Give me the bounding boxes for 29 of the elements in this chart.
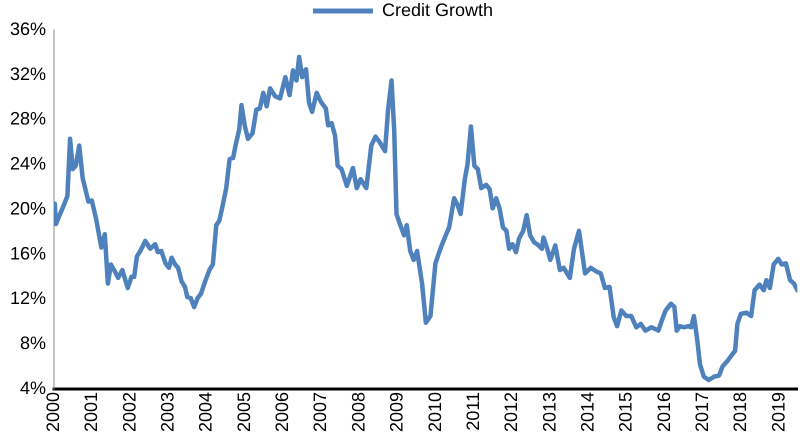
x-tick-label: 2004 [196,392,216,432]
y-tick-label: 36% [10,18,46,39]
x-tick-label: 2005 [234,392,254,432]
x-tick-label: 2012 [501,392,522,432]
legend-label: Credit Growth [382,0,494,20]
y-tick-label: 12% [10,288,46,308]
x-tick-label: 2006 [272,392,292,432]
y-tick-label: 4% [20,378,46,398]
y-tick-label: 8% [20,333,46,354]
x-tick-label: 2014 [577,392,598,432]
x-tick-label: 2007 [310,392,330,432]
x-tick-label: 2016 [654,392,674,432]
y-tick-label: 28% [10,108,46,129]
x-tick-label: 2019 [768,392,788,432]
x-tick-label: 2002 [119,392,140,432]
x-tick-label: 2010 [424,392,445,432]
x-tick-label: 2013 [539,392,560,432]
y-tick-label: 32% [10,64,46,84]
x-tick-label: 2008 [348,392,368,432]
x-tick-label: 2001 [81,392,102,432]
y-tick-label: 20% [10,198,46,218]
x-tick-label: 2009 [386,392,407,432]
x-tick-label: 2011 [462,392,483,431]
x-tick-label: 2015 [616,392,636,432]
x-tick-label: 2018 [730,392,750,432]
x-tick-label: 2003 [158,392,178,432]
y-tick-label: 16% [10,243,46,264]
y-tick-label: 24% [10,154,46,174]
x-tick-label: 2017 [692,392,712,432]
